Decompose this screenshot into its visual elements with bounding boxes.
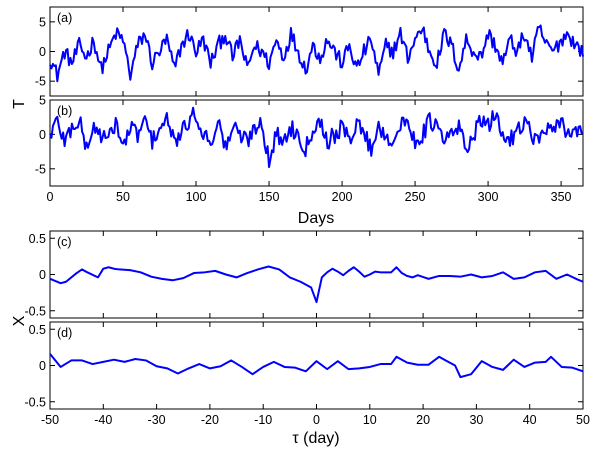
xtick-label: -30 — [148, 413, 166, 427]
ytick-label: 0 — [39, 128, 46, 142]
ytick-label: -0.5 — [24, 304, 46, 318]
xtick-label: 100 — [186, 190, 207, 204]
panel-a-frame — [49, 6, 584, 97]
xtick-label: 50 — [576, 413, 590, 427]
xtick-label: 0 — [47, 190, 54, 204]
ytick-label: -5 — [35, 75, 46, 89]
xtick-label: 10 — [363, 413, 377, 427]
ytick-label: 5 — [39, 94, 46, 108]
panel-label-d: (d) — [57, 326, 72, 340]
panel-b-frame — [49, 99, 584, 187]
panel-label-b: (b) — [57, 104, 72, 118]
ytick-label: 0.5 — [29, 232, 46, 246]
xtick-label: -40 — [94, 413, 112, 427]
xtick-label: 30 — [469, 413, 483, 427]
xtick-label: 300 — [478, 190, 499, 204]
xtick-label: 200 — [332, 190, 353, 204]
ytick-label: 0.5 — [29, 323, 46, 337]
panel-d-frame — [49, 321, 584, 410]
xtick-label: 350 — [551, 190, 572, 204]
series-line-d — [49, 353, 584, 379]
xtick-label: 250 — [405, 190, 426, 204]
bottom-ylabel: X — [11, 315, 28, 326]
ytick-label: 5 — [39, 15, 46, 29]
top-xlabel: Days — [298, 210, 334, 227]
series-line-a — [49, 24, 584, 83]
bottom-xlabel: τ (day) — [292, 430, 339, 447]
panel-d: -0.5 0 0.5 -50 -40 -30 -20 -10 0 10 20 30 40 50 (d) — [24, 321, 590, 427]
ytick-label: -5 — [35, 162, 46, 176]
panel-c: -0.5 0 0.5 (c) — [24, 230, 584, 319]
panel-label-a: (a) — [57, 11, 72, 25]
ytick-label: -0.5 — [24, 395, 46, 409]
xtick-label: -20 — [201, 413, 219, 427]
ytick-label: 0 — [39, 268, 46, 282]
series-line-c — [49, 265, 584, 304]
panel-label-c: (c) — [57, 235, 72, 249]
top-ylabel: T — [11, 99, 28, 109]
xtick-label: 150 — [259, 190, 280, 204]
panel-a: -5 0 5 (a) — [35, 6, 584, 97]
series-line-b — [49, 106, 584, 169]
xtick-label: -10 — [254, 413, 272, 427]
xtick-label: 50 — [116, 190, 130, 204]
panel-c-frame — [49, 230, 584, 319]
xtick-label: 20 — [416, 413, 430, 427]
xtick-label: -50 — [41, 413, 59, 427]
ytick-label: 0 — [39, 359, 46, 373]
xtick-label: 0 — [313, 413, 320, 427]
ytick-label: 0 — [39, 45, 46, 59]
xtick-label: 40 — [523, 413, 537, 427]
